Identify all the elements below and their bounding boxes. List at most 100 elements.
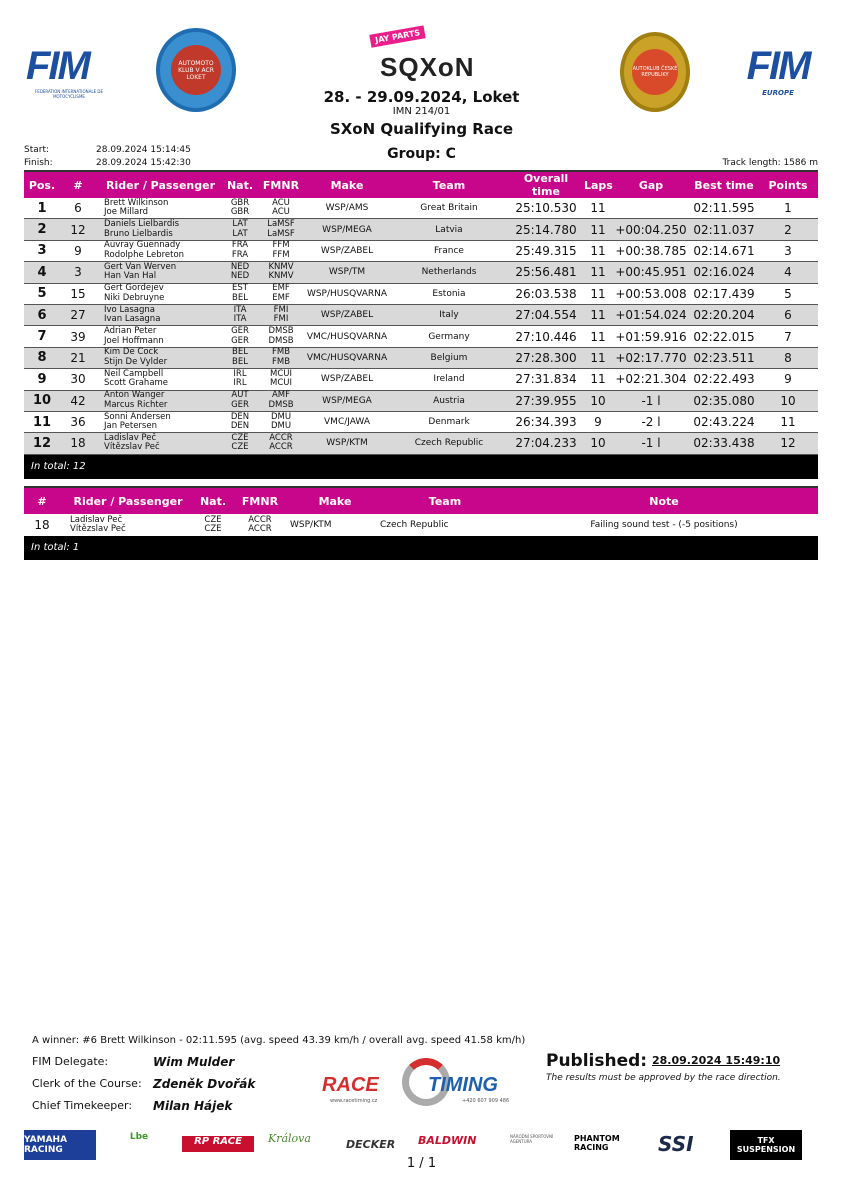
finish-value: 28.09.2024 15:42:30 [96,158,191,168]
fmnr: AMF DMSB [258,391,304,410]
rider-passenger: Kim De Cock Stijn De Vylder [96,348,222,367]
fmnr-passenger: LaMSF [267,228,295,239]
points: 3 [784,243,792,258]
overall-time: 25:10.530 [515,201,577,216]
sponsor-rprace: RP RACE [182,1136,254,1152]
nat-rider: NED [230,261,250,272]
fmnr-rider: FFM [272,240,290,251]
fmnr-rider: ACCR [269,432,293,443]
make: VMC/JAWA [324,417,370,428]
passenger-name: Han Van Hal [104,271,157,282]
note: Failing sound test - (-5 positions) [590,520,738,530]
gap: -2 l [641,415,661,430]
position: 5 [37,286,47,302]
make: WSP/ZABEL [320,374,374,385]
overall-time: 26:03.538 [515,286,577,301]
fmnr-rider: KNMV [268,261,294,272]
official-name-3: Milan Hájek [153,1099,233,1113]
nat-passenger: GER [231,399,249,410]
make: WSP/HUSQVARNA [306,288,388,299]
nationality: LAT LAT [222,220,258,239]
position: 1 [37,200,47,216]
fmnr-rider: DMSB [268,326,294,337]
points: 4 [784,265,792,280]
points: 10 [780,393,796,408]
gap: -1 l [641,436,661,451]
nat-passenger: ITA [233,314,247,325]
table-row: 1 6 Brett Wilkinson Joe Millard GBR GBR ACU ACU… [24,198,818,220]
fmnr: FMB FMB [258,348,304,367]
fmnr: KNMV KNMV [258,261,304,282]
approval-note: The results must be approved by the race… [546,1073,781,1083]
nat-passenger: DEN [230,421,250,432]
points: 8 [784,350,792,365]
nat-rider: CZE [231,432,249,443]
position: 7 [37,329,47,345]
points: 2 [784,222,792,237]
column-header: Best time [694,178,754,192]
column-header: Rider / Passenger [73,494,183,508]
table-row: 6 27 Ivo Lasagna Ivan Lasagna ITA ITA FMI FMI WS… [24,304,818,327]
nat-passenger: CZE [231,442,249,453]
gap: +00:04.250 [615,222,687,237]
table-row: 7 39 Adrian Peter Joel Hoffmann GER GER DMSB DM… [24,326,818,348]
position: 8 [37,350,47,366]
position: 9 [37,371,47,387]
fmnr-passenger: ACCR [269,442,293,453]
nat-passenger: IRL [233,378,247,389]
team: Germany [428,331,470,342]
overall-time: 27:28.300 [515,350,577,365]
rider-name: Auvray Guennady [104,240,181,251]
official-name-1: Wim Mulder [153,1055,235,1069]
passenger-name: Marcus Richter [104,399,168,410]
column-header: # [73,178,83,192]
start-number: 42 [70,393,86,408]
sponsor-nsa: NÁRODNÍ SPORTOVNÍ AGENTURA [510,1134,554,1144]
rider-name: Gert Gordejev [104,283,164,294]
make: VMC/HUSQVARNA [306,352,388,363]
gap: +02:21.304 [615,372,687,387]
passenger-name: Bruno Lielbardis [104,228,173,239]
overall-time: 27:04.233 [515,436,577,451]
position: 4 [37,264,47,280]
rider-passenger: Daniels Lielbardis Bruno Lielbardis [96,220,222,239]
racetiming-logo: RACE TIMING www.racetiming.cz +420 607 9… [322,1058,527,1110]
team: Latvia [435,224,463,235]
page-number: 1 / 1 [406,1156,437,1171]
start-number: 6 [74,201,82,216]
rider-passenger: Gert Van Werven Han Van Hal [96,261,222,282]
fmnr-passenger: DMSB [268,335,294,346]
sponsor-baldwin: BALDWIN [418,1134,477,1147]
passenger-name: Joe Millard [104,207,149,218]
fmnr: MCUI MCUI [258,368,304,389]
fmnr-rider: MCUI [270,368,292,379]
table-row: 10 42 Anton Wanger Marcus Richter AUT GER AMF D… [24,390,818,412]
sponsor-lbe: Lbe [129,1132,149,1142]
table-row: 9 30 Neil Campbell Scott Grahame IRL IRL MCUI M… [24,368,818,391]
laps: 11 [590,265,606,280]
position: 2 [37,222,47,238]
official-label-3: Chief Timekeeper: [32,1099,133,1112]
passenger-name: Joel Hoffmann [104,335,164,346]
nat-rider: FRA [231,240,249,251]
fmnr-passenger: FMI [273,314,289,325]
overall-time: 27:39.955 [515,393,577,408]
nat-passenger: GBR [230,207,250,218]
nat-passenger: BEL [232,356,248,367]
winner-line: A winner: #6 Brett Wilkinson - 02:11.595… [32,1035,526,1046]
passenger-name: Rodolphe Lebreton [104,249,185,260]
laps: 9 [594,415,602,430]
sponsor-yamaha: YAMAHA RACING [24,1130,96,1160]
nat-passenger: NED [230,271,250,282]
position: 12 [32,435,52,451]
rider-name: Daniels Lielbardis [104,219,180,230]
nat-rider: LAT [232,219,248,230]
team: Denmark [428,417,470,428]
gap: +00:45.951 [615,265,687,280]
table-row: 4 3 Gert Van Werven Han Van Hal NED NED KNMV KN… [24,261,818,284]
start-number: 21 [70,350,86,365]
gap: +00:53.008 [615,286,687,301]
passenger-name: Jan Petersen [104,421,157,432]
rider-name: Gert Van Werven [104,261,177,272]
passenger-name: Niki Debruyne [104,292,165,303]
